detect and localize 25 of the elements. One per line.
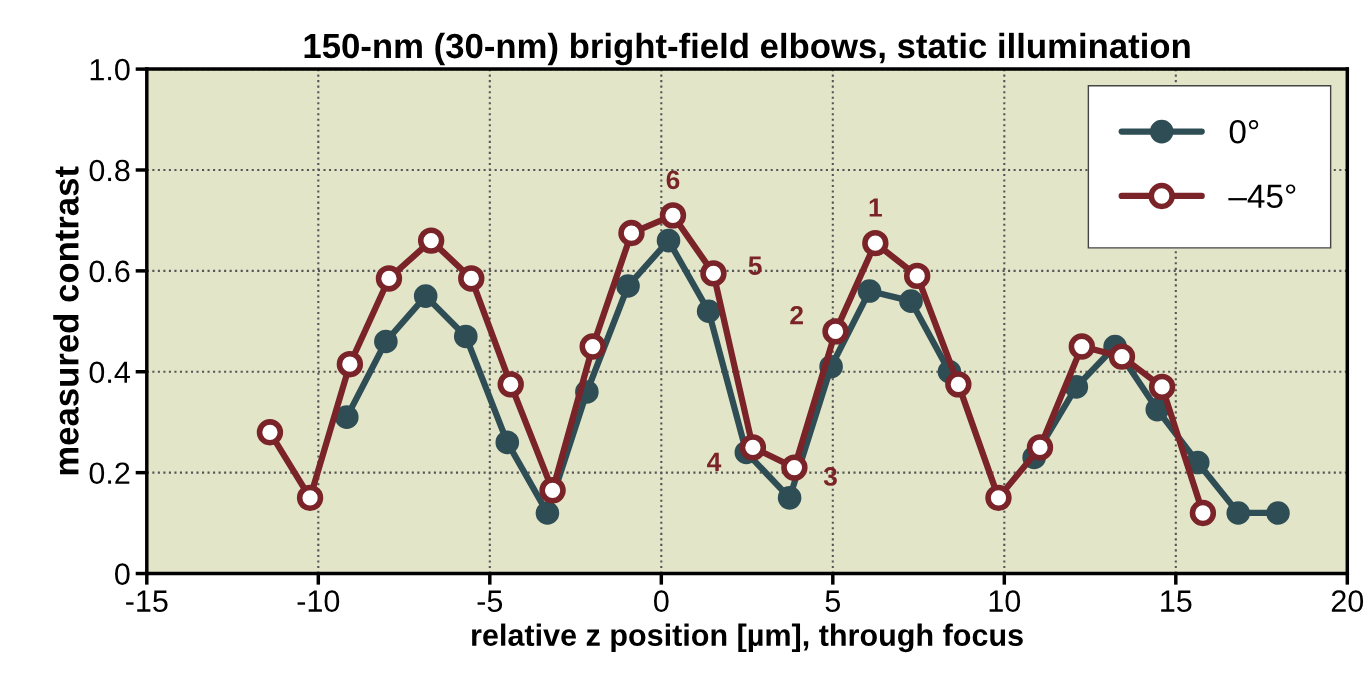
y-axis-title: measured contrast (53, 166, 79, 475)
x-tick-label: 15 (1161, 590, 1192, 612)
x-tick-label: 5 (825, 590, 841, 612)
annotation: 3 (823, 467, 837, 486)
x-tick-label: 10 (989, 590, 1021, 612)
annotation: 5 (748, 256, 762, 275)
legend-label: –45° (1228, 184, 1296, 208)
x-tick-label: -15 (126, 590, 168, 612)
x-axis-title: relative z position [µm], through focus (472, 623, 1023, 653)
y-tick-label: 0 (115, 563, 130, 585)
x-tick-label: -5 (477, 590, 503, 612)
y-tick-label: 1.0 (90, 58, 130, 81)
chart-title: 150-nm (30-nm) bright-field elbows, static illumination (304, 32, 1190, 66)
annotation: 1 (869, 198, 882, 217)
y-tick-label: 0.4 (89, 361, 130, 384)
x-tick-label: 20 (1331, 590, 1364, 612)
y-tick-label: 0.2 (89, 462, 130, 485)
y-tick-label: 0.6 (89, 260, 130, 283)
annotation: 6 (666, 170, 680, 190)
x-tick-label: 0 (654, 590, 669, 612)
x-tick-label: -10 (297, 590, 340, 612)
legend-label: 0° (1229, 119, 1259, 144)
y-tick-label: 0.8 (89, 159, 130, 182)
annotation: 4 (707, 452, 722, 471)
annotation: 2 (790, 305, 803, 325)
